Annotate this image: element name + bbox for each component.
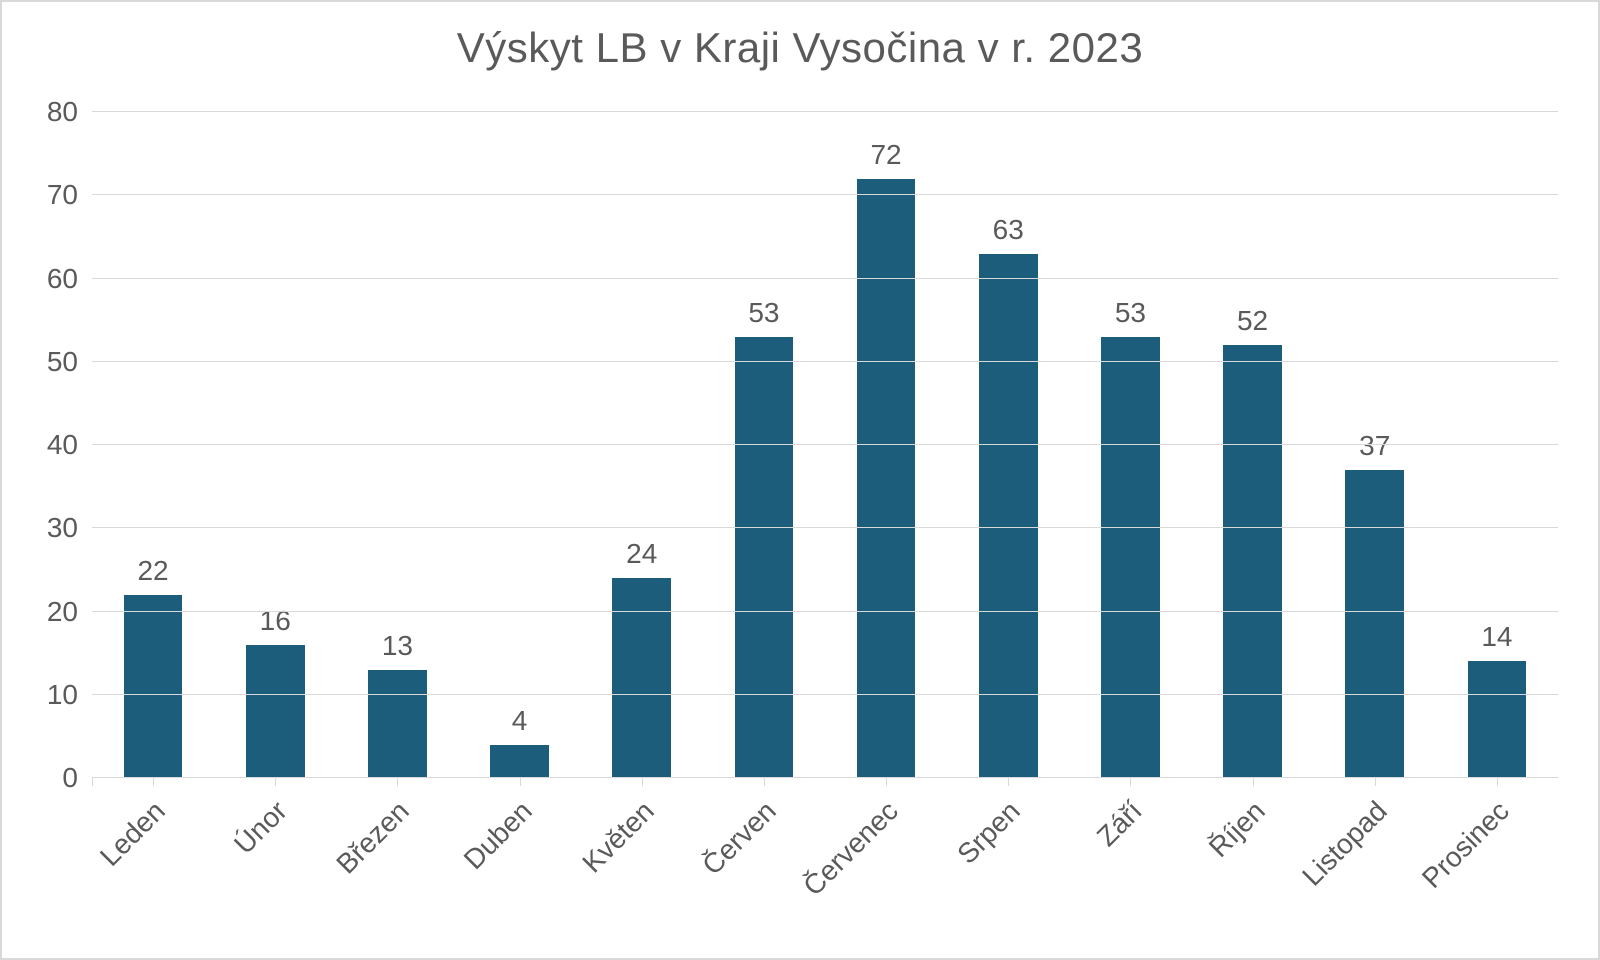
gridline bbox=[92, 361, 1558, 362]
bar-value-label: 72 bbox=[870, 139, 901, 171]
bar: 37 bbox=[1345, 470, 1404, 778]
bar: 16 bbox=[246, 645, 305, 778]
y-tick-label: 70 bbox=[47, 179, 92, 211]
bar: 72 bbox=[857, 179, 916, 778]
bar-value-label: 52 bbox=[1237, 305, 1268, 337]
bar: 13 bbox=[368, 670, 427, 778]
bar-slot: 4 bbox=[459, 112, 581, 778]
gridline bbox=[92, 777, 1558, 778]
y-tick-label: 80 bbox=[47, 96, 92, 128]
chart-frame: Výskyt LB v Kraji Vysočina v r. 2023 22 1… bbox=[0, 0, 1600, 960]
x-tick-label: Květen bbox=[576, 795, 660, 879]
x-tick-label: Březen bbox=[331, 795, 416, 880]
bar-slot: 13 bbox=[336, 112, 458, 778]
bar-slot: 24 bbox=[581, 112, 703, 778]
y-tick-label: 60 bbox=[47, 263, 92, 295]
bar-slot: 53 bbox=[1069, 112, 1191, 778]
bar: 22 bbox=[124, 595, 183, 778]
gridline bbox=[92, 611, 1558, 612]
x-tick-label: Prosinec bbox=[1416, 795, 1516, 895]
bar-value-label: 37 bbox=[1359, 430, 1390, 462]
y-tick-label: 40 bbox=[47, 429, 92, 461]
bars-container: 22161342453726353523714 bbox=[92, 112, 1558, 778]
x-axis-labels: Leden Únor Březen Duben Květen ČervenČervenec… bbox=[92, 783, 1558, 958]
x-tick-label: Únor bbox=[228, 795, 294, 861]
gridline bbox=[92, 444, 1558, 445]
x-tick-label: Srpen bbox=[951, 795, 1026, 870]
bar-slot: 72 bbox=[825, 112, 947, 778]
bar-value-label: 22 bbox=[137, 555, 168, 587]
x-tick-label: Červenec bbox=[797, 795, 904, 902]
bar-value-label: 53 bbox=[1115, 297, 1146, 329]
bar-value-label: 63 bbox=[993, 214, 1024, 246]
plot-area: 22161342453726353523714 0102030405060708… bbox=[92, 112, 1558, 778]
bar-value-label: 14 bbox=[1481, 621, 1512, 653]
chart-title: Výskyt LB v Kraji Vysočina v r. 2023 bbox=[2, 24, 1598, 72]
bar: 14 bbox=[1468, 661, 1527, 778]
y-tick-label: 50 bbox=[47, 346, 92, 378]
gridline bbox=[92, 527, 1558, 528]
bar-slot: 53 bbox=[703, 112, 825, 778]
bar: 63 bbox=[979, 254, 1038, 778]
gridline bbox=[92, 278, 1558, 279]
bar-slot: 14 bbox=[1436, 112, 1558, 778]
y-tick-label: 0 bbox=[62, 762, 92, 794]
bar-slot: 37 bbox=[1314, 112, 1436, 778]
y-tick-label: 20 bbox=[47, 596, 92, 628]
bar-value-label: 13 bbox=[382, 630, 413, 662]
bar-value-label: 4 bbox=[512, 705, 528, 737]
bar: 4 bbox=[490, 745, 549, 778]
y-tick-label: 10 bbox=[47, 679, 92, 711]
bar: 53 bbox=[1101, 337, 1160, 778]
bar-slot: 63 bbox=[947, 112, 1069, 778]
gridline bbox=[92, 694, 1558, 695]
gridline bbox=[92, 194, 1558, 195]
bar-value-label: 53 bbox=[748, 297, 779, 329]
bar-slot: 16 bbox=[214, 112, 336, 778]
x-tick-label: Říjen bbox=[1202, 795, 1271, 864]
bar-slot: 22 bbox=[92, 112, 214, 778]
gridline bbox=[92, 111, 1558, 112]
bar: 53 bbox=[735, 337, 794, 778]
x-tick-label: Listopad bbox=[1296, 795, 1393, 892]
x-tick-label: Září bbox=[1091, 795, 1149, 853]
x-tick-label: Leden bbox=[94, 795, 172, 873]
bar: 24 bbox=[612, 578, 671, 778]
x-tick-label: Duben bbox=[457, 795, 538, 876]
bar-value-label: 24 bbox=[626, 538, 657, 570]
y-tick-label: 30 bbox=[47, 512, 92, 544]
bar: 52 bbox=[1223, 345, 1282, 778]
x-tick-label: Červen bbox=[696, 795, 782, 881]
bar-slot: 52 bbox=[1192, 112, 1314, 778]
